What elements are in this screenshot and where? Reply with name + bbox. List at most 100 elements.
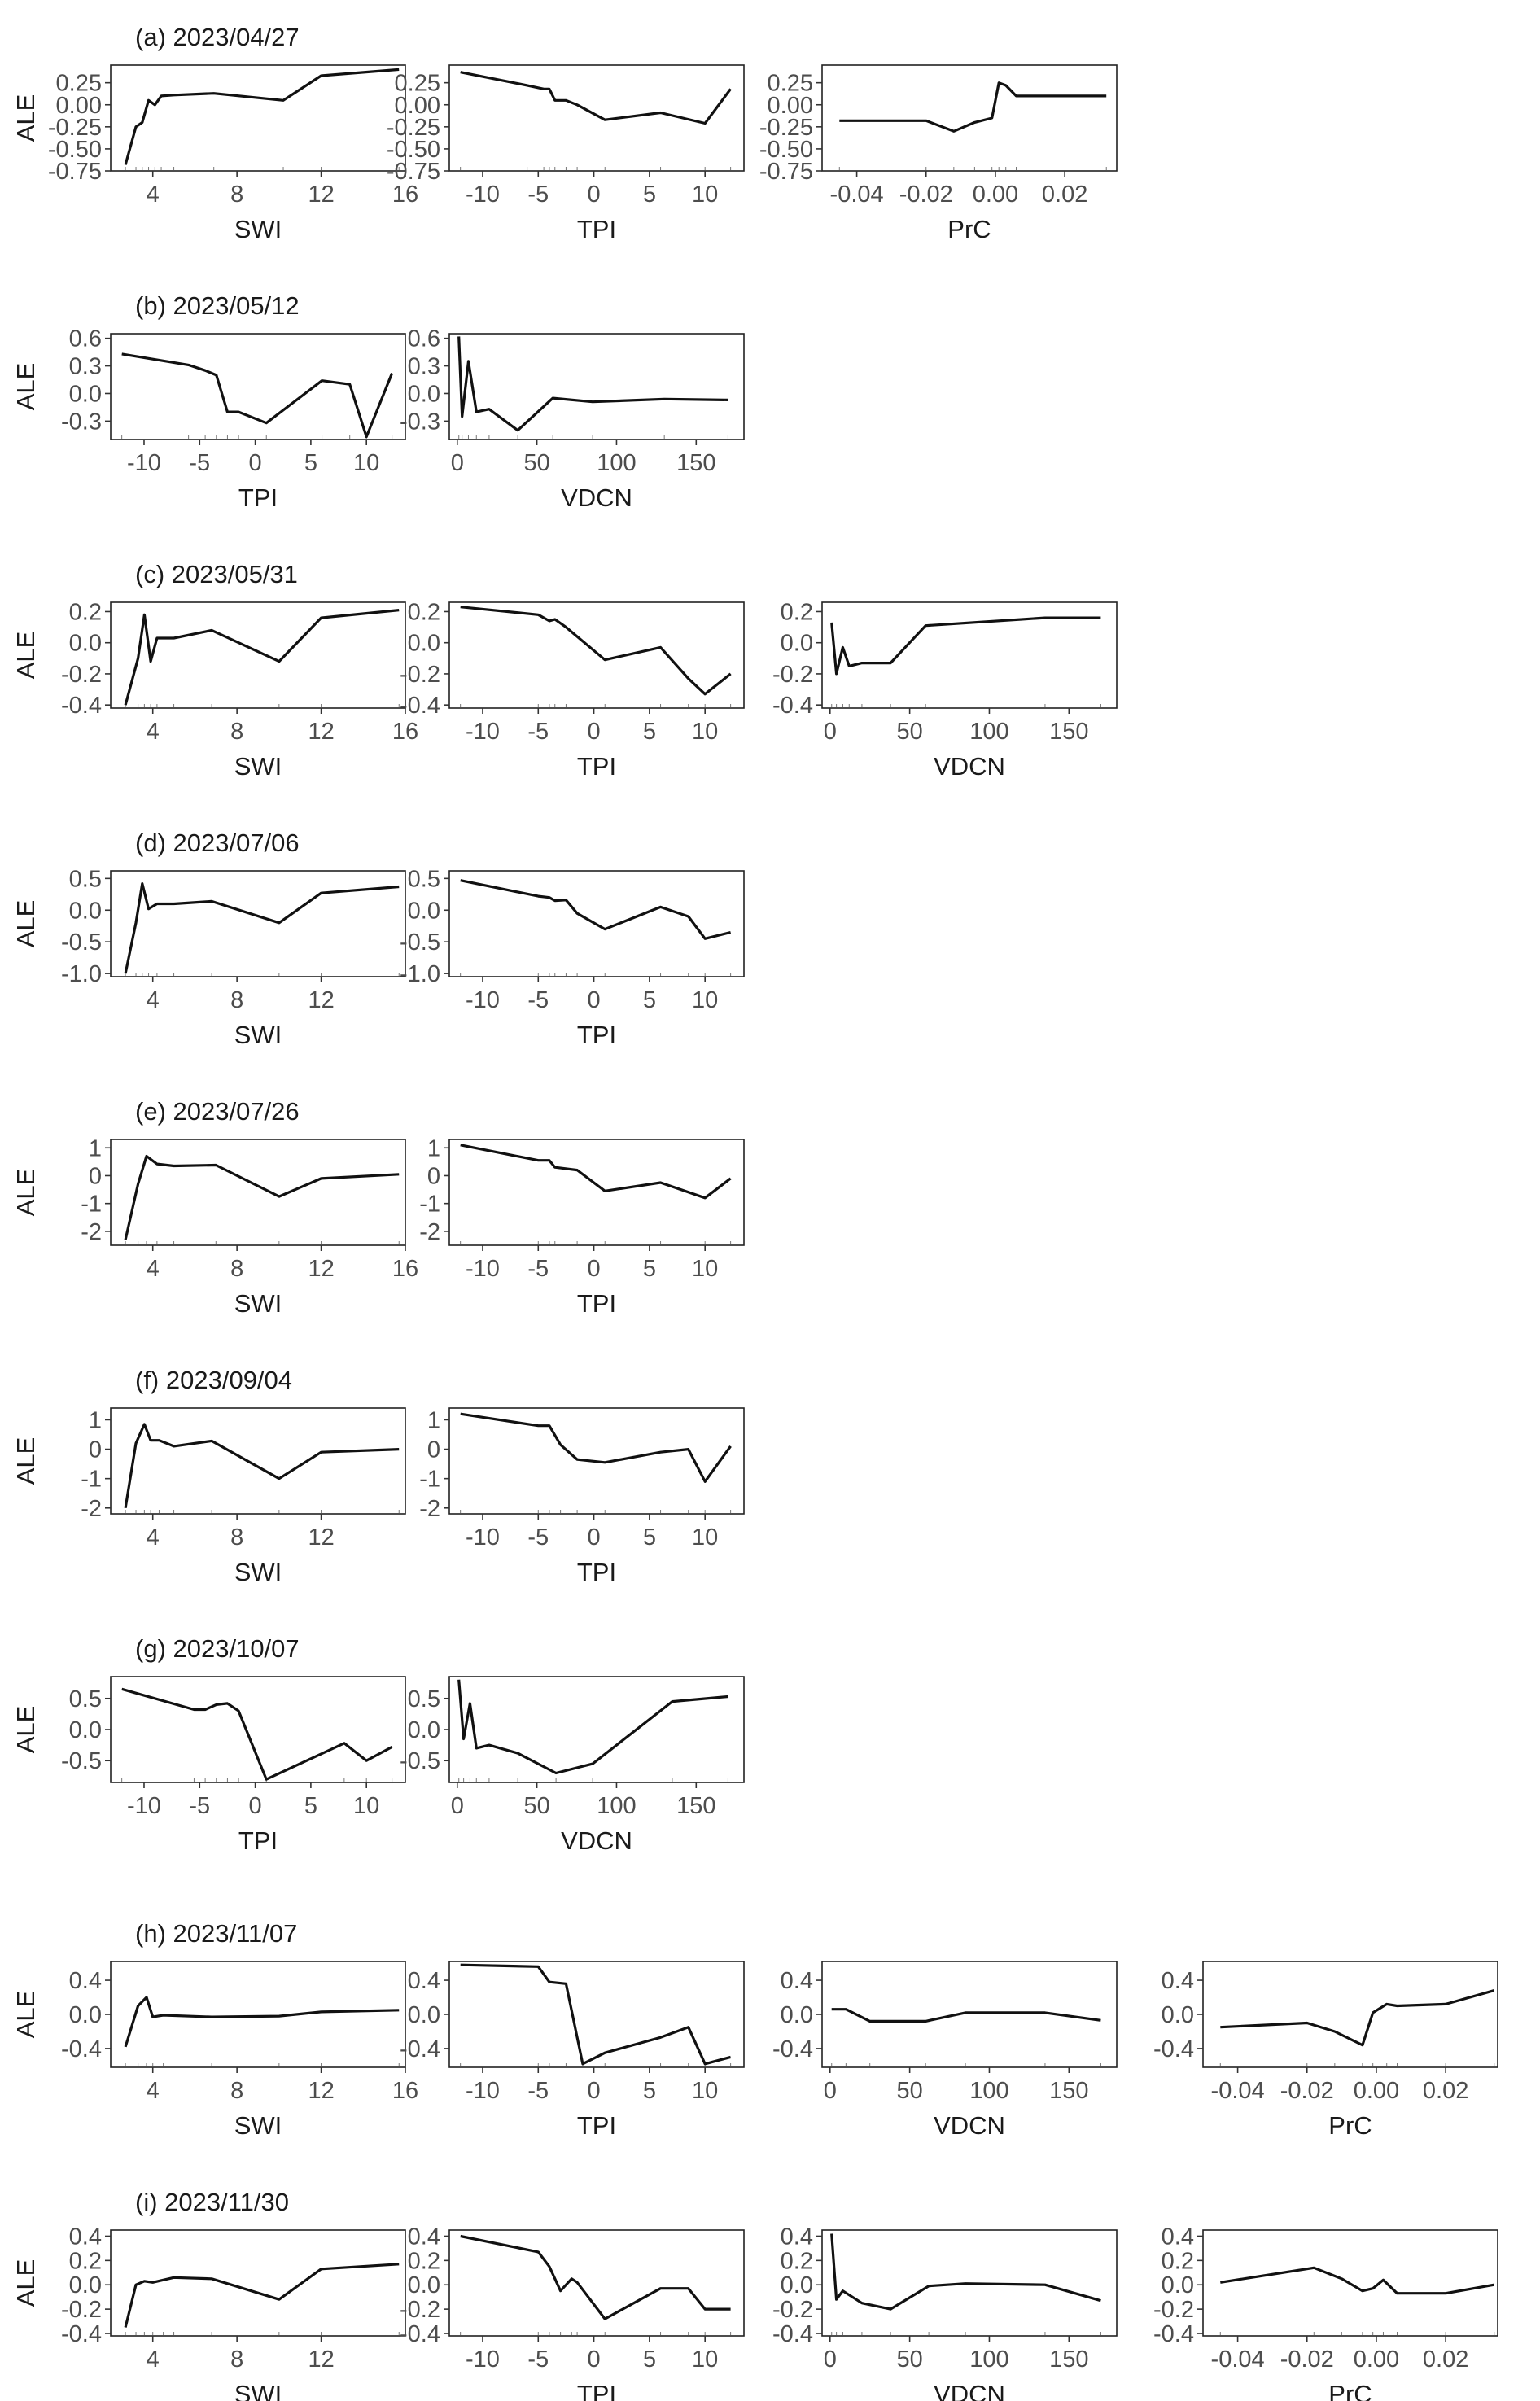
rug-marks (831, 704, 1101, 707)
y-tick-label: -0.2 (772, 662, 813, 688)
x-tick-label: 4 (147, 1256, 160, 1282)
plot-frame (448, 870, 745, 977)
rug-marks (121, 1778, 393, 1782)
y-tick-label: -0.5 (61, 1748, 102, 1774)
rug-marks (831, 2332, 1101, 2335)
ale-line (460, 1412, 732, 1483)
subplot-tpi: -0.30.00.30.6 -10 -5 0 5 10 TPI (61, 326, 406, 512)
x-tick-label: 0.00 (1354, 2078, 1399, 2104)
x-tick-label: 0 (588, 2346, 601, 2373)
y-axis-label: ALE (11, 94, 40, 142)
y-tick-label: -0.25 (387, 115, 440, 141)
x-tick-label: 8 (230, 1256, 243, 1282)
y-tick-label: 0.2 (1162, 2248, 1194, 2274)
subplot-tpi: -0.75-0.50-0.250.000.25 -10 -5 0 5 10 TPI (387, 64, 745, 243)
y-tick-label: -0.5 (61, 929, 102, 956)
x-tick-label: -5 (527, 1524, 549, 1550)
y-tick-label: -2 (81, 1219, 102, 1245)
y-tick-label: 0.4 (781, 2224, 813, 2250)
rug-marks (460, 167, 732, 170)
y-tick-label: 0.5 (69, 1686, 102, 1712)
x-axis-label: TPI (238, 483, 278, 512)
x-tick-label: -10 (466, 2346, 500, 2373)
panel-title: (i) 2023/11/30 (135, 2188, 289, 2216)
y-tick-label: -0.2 (61, 662, 102, 688)
rug-marks (458, 1778, 728, 1782)
plot-frame (110, 870, 406, 977)
y-tick-label: -0.2 (772, 2297, 813, 2323)
subplot-vdcn: -0.4 -0.2 0.0 0.2 0 50 100 150 VDCN (772, 599, 1118, 781)
x-tick-label: 10 (692, 719, 718, 745)
y-tick-label: -0.4 (772, 2036, 813, 2062)
rug-marks (838, 167, 1107, 170)
ale-line (830, 616, 1101, 676)
subplot-swi: -1.0 -0.5 0.0 0.5 4 8 12 SWI (61, 866, 406, 1049)
rug-marks (125, 1510, 400, 1513)
y-tick-label: 0.00 (395, 93, 440, 119)
ale-line (1220, 2266, 1494, 2295)
x-tick-label: 8 (230, 2346, 243, 2373)
subplot-swi: -0.4 -0.2 0.0 0.2 4 8 12 16 SWI (61, 599, 418, 781)
x-tick-label: -10 (127, 450, 161, 476)
rug-marks (125, 2063, 400, 2066)
x-tick-label: 10 (692, 987, 718, 1013)
y-tick-label: 0.4 (781, 1968, 813, 1994)
x-axis-label: VDCN (561, 483, 632, 512)
subplot-swi: -0.4 0.0 0.4 4 8 12 16 SWI (61, 1961, 418, 2140)
panel-title: (a) 2023/04/27 (135, 23, 300, 51)
x-tick-label: 0 (249, 1793, 262, 1819)
rug-marks (458, 435, 728, 439)
x-axis-label: SWI (234, 2380, 282, 2401)
x-tick-label: 8 (230, 2078, 243, 2104)
y-axis-label: ALE (11, 1169, 40, 1217)
y-axis-label: ALE (11, 632, 40, 680)
x-axis-label: TPI (577, 1021, 616, 1049)
ale-line (121, 1687, 393, 1781)
y-tick-label: 0.4 (69, 2224, 102, 2250)
y-axis-label: ALE (11, 1991, 40, 2039)
ale-line (460, 1963, 732, 2066)
y-tick-label: -0.4 (61, 2321, 102, 2347)
x-tick-label: -5 (527, 1256, 549, 1282)
x-tick-label: 150 (1049, 2346, 1088, 2373)
y-tick-label: -1 (419, 1192, 440, 1218)
x-tick-label: 50 (896, 2346, 922, 2373)
plot-frame (821, 2229, 1118, 2337)
x-axis-label: TPI (577, 1289, 616, 1318)
subplot-swi: -2 -1 0 1 4 8 12 SWI (81, 1407, 406, 1586)
plot-frame (110, 1961, 406, 2068)
plot-frame (1202, 2229, 1498, 2337)
x-tick-label: 50 (523, 1793, 549, 1819)
y-tick-label: 0.0 (781, 2002, 813, 2028)
y-tick-label: 0.2 (781, 599, 813, 625)
ale-line (457, 336, 728, 432)
x-tick-label: 100 (969, 719, 1008, 745)
y-tick-label: 0.0 (408, 381, 440, 407)
subplot-tpi: -0.4 -0.2 0.0 0.2 -10 -5 0 5 10 TPI (400, 599, 745, 781)
figure-row-3: (c) 2023/05/31 ALE -0.4 -0.2 0.0 0.2 4 8 12 16 SWI… (11, 560, 1118, 781)
y-tick-label: 0.0 (408, 631, 440, 657)
y-tick-label: -2 (419, 1219, 440, 1245)
x-tick-label: 0 (588, 987, 601, 1013)
x-tick-label: 8 (230, 719, 243, 745)
x-tick-label: 0 (588, 181, 601, 208)
figure-row-1: (a) 2023/04/27ALE-0.75-0.50-0.250.000.25… (11, 23, 1118, 243)
x-tick-label: -5 (527, 181, 549, 208)
x-tick-label: 150 (676, 1793, 715, 1819)
y-tick-label: 1 (427, 1407, 440, 1433)
x-axis-label: VDCN (934, 2380, 1005, 2401)
panel-title: (f) 2023/09/04 (135, 1366, 292, 1394)
x-tick-label: 5 (643, 987, 656, 1013)
x-tick-label: -0.02 (899, 181, 953, 208)
ale-line (124, 1423, 400, 1509)
x-tick-label: -0.04 (1211, 2078, 1265, 2104)
y-tick-label: -0.4 (61, 693, 102, 719)
x-tick-label: 12 (308, 1256, 334, 1282)
x-tick-label: -0.04 (1211, 2346, 1265, 2373)
y-tick-label: 0.2 (69, 2248, 102, 2274)
x-tick-label: 4 (147, 2346, 160, 2373)
x-tick-label: 12 (308, 1524, 334, 1550)
